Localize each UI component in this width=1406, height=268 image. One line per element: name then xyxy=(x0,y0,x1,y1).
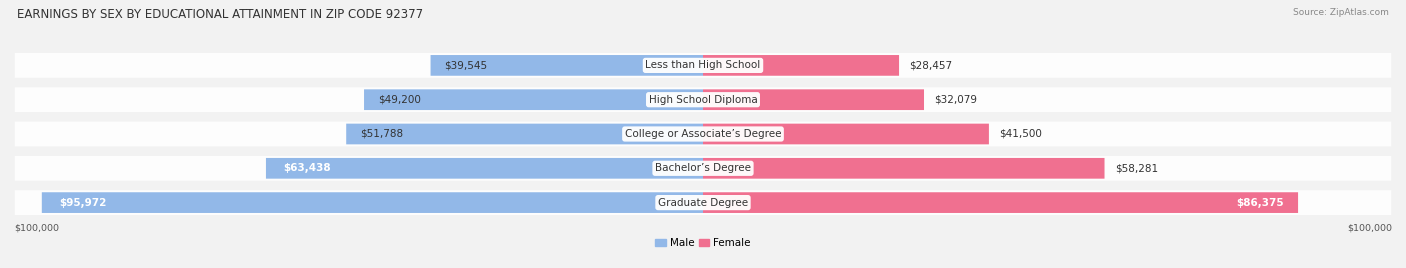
Legend: Male, Female: Male, Female xyxy=(651,234,755,252)
Text: $100,000: $100,000 xyxy=(14,224,59,233)
FancyBboxPatch shape xyxy=(703,192,1298,213)
Text: Bachelor’s Degree: Bachelor’s Degree xyxy=(655,163,751,173)
Text: $51,788: $51,788 xyxy=(360,129,404,139)
FancyBboxPatch shape xyxy=(14,122,1392,146)
FancyBboxPatch shape xyxy=(14,190,1392,215)
Text: Graduate Degree: Graduate Degree xyxy=(658,198,748,208)
FancyBboxPatch shape xyxy=(346,124,703,144)
FancyBboxPatch shape xyxy=(14,156,1392,181)
Text: $95,972: $95,972 xyxy=(59,198,107,208)
FancyBboxPatch shape xyxy=(42,192,703,213)
FancyBboxPatch shape xyxy=(703,55,898,76)
Text: EARNINGS BY SEX BY EDUCATIONAL ATTAINMENT IN ZIP CODE 92377: EARNINGS BY SEX BY EDUCATIONAL ATTAINMEN… xyxy=(17,8,423,21)
Text: Less than High School: Less than High School xyxy=(645,60,761,70)
Text: $100,000: $100,000 xyxy=(1347,224,1392,233)
Text: $41,500: $41,500 xyxy=(1000,129,1042,139)
Text: $39,545: $39,545 xyxy=(444,60,488,70)
FancyBboxPatch shape xyxy=(703,158,1105,179)
FancyBboxPatch shape xyxy=(430,55,703,76)
FancyBboxPatch shape xyxy=(266,158,703,179)
Text: $86,375: $86,375 xyxy=(1237,198,1284,208)
FancyBboxPatch shape xyxy=(364,89,703,110)
Text: High School Diploma: High School Diploma xyxy=(648,95,758,105)
Text: $63,438: $63,438 xyxy=(283,163,330,173)
Text: $58,281: $58,281 xyxy=(1115,163,1159,173)
Text: $32,079: $32,079 xyxy=(935,95,977,105)
Text: Source: ZipAtlas.com: Source: ZipAtlas.com xyxy=(1294,8,1389,17)
Text: $49,200: $49,200 xyxy=(378,95,420,105)
Text: $28,457: $28,457 xyxy=(910,60,952,70)
FancyBboxPatch shape xyxy=(14,87,1392,112)
FancyBboxPatch shape xyxy=(14,53,1392,78)
Text: College or Associate’s Degree: College or Associate’s Degree xyxy=(624,129,782,139)
FancyBboxPatch shape xyxy=(703,124,988,144)
FancyBboxPatch shape xyxy=(703,89,924,110)
